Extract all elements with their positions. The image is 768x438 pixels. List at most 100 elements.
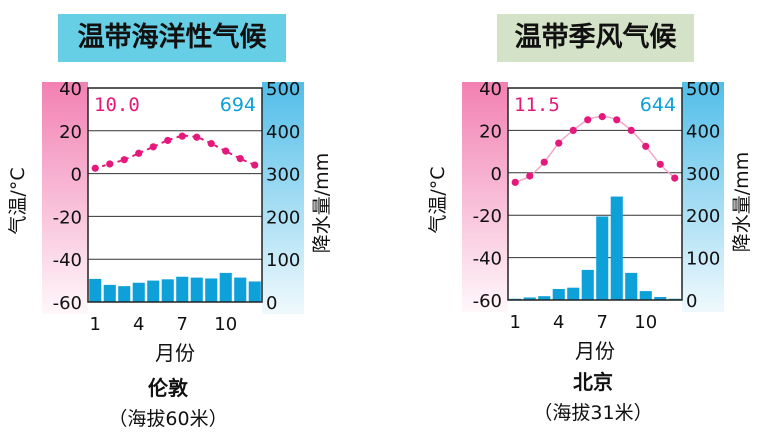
chart-1-precip-bar — [219, 272, 232, 302]
chart-2-temp-point — [526, 172, 534, 180]
chart-1-plot-frame — [87, 87, 263, 303]
chart-2-precip-bar — [523, 297, 536, 300]
chart-1-precip-bar — [190, 277, 203, 302]
chart-2-precip-bar — [538, 296, 551, 300]
chart-2-plot-frame — [507, 87, 683, 301]
chart-2-temp-point — [555, 139, 563, 147]
chart-2-temp-tick-label: -20 — [473, 206, 502, 227]
chart-1-x-tick-label: 4 — [133, 314, 144, 335]
chart-1-temp-tick-label: -60 — [53, 293, 82, 314]
chart-2-precip-bar — [596, 216, 609, 300]
chart-2-temp-point — [642, 142, 650, 150]
chart-2-temp-point — [656, 160, 664, 168]
chart-1-temp-point — [222, 147, 230, 155]
chart-2-temp-point — [584, 116, 592, 124]
chart-2-temp-point — [598, 113, 606, 121]
chart-1-x-tick-label: 1 — [90, 314, 101, 335]
chart-2-precip-tick-label: 0 — [686, 291, 697, 312]
chart-2-x-tick-label: 10 — [634, 312, 657, 333]
chart-2-temp-point — [613, 116, 621, 124]
chart-2-temp-point — [540, 158, 548, 166]
chart-1-temp-point — [135, 149, 143, 157]
chart-1-y-left-label: 气温/°C — [7, 167, 29, 234]
chart-1-temp-point — [164, 136, 172, 145]
chart-2-precip-bar — [552, 288, 565, 300]
chart-2-temp-tick-label: 40 — [479, 79, 502, 100]
chart-1-temp-tick-label: 20 — [59, 122, 82, 143]
chart-2-annual-precip: 644 — [640, 94, 676, 116]
chart-1-precip-tick-label: 100 — [266, 250, 300, 271]
chart-2-precip-bar — [581, 269, 594, 300]
chart-1-temp-point — [106, 160, 114, 168]
chart-1-temp-point — [149, 143, 157, 151]
chart-1-temp-tick-label: -40 — [53, 250, 82, 271]
chart-1-precip-tick-label: 200 — [266, 207, 300, 228]
chart-1-precip-tick-label: 0 — [266, 293, 277, 314]
chart-1-precip-tick-label: 500 — [266, 79, 300, 100]
chart-1-y-right-label: 降水量/mm — [311, 153, 333, 253]
chart-2-y-right-label: 降水量/mm — [731, 152, 753, 252]
chart-2-temp-axis-band — [462, 82, 508, 312]
chart-1-precip-bar — [103, 284, 116, 302]
chart-2-title: 温带季风气候 — [497, 14, 694, 62]
chart-1-temp-tick-label: 40 — [59, 79, 82, 100]
chart-2-temp-tick-label: 20 — [479, 121, 502, 142]
chart-1-x-tick-label: 10 — [214, 314, 237, 335]
chart-1-elevation: （海拔60米） — [108, 408, 228, 430]
chart-2-precip-bar — [567, 287, 580, 300]
chart-1-temp-point — [251, 161, 259, 169]
chart-2-x-tick-label: 4 — [553, 312, 564, 333]
chart-1-temp-axis-band — [42, 82, 88, 314]
chart-2-city: 北京 — [573, 370, 613, 394]
chart-2-temp-point — [627, 126, 635, 134]
chart-1-city: 伦敦 — [148, 376, 188, 400]
chart-1-temp-point — [91, 164, 99, 172]
chart-2-x-tick-label: 7 — [597, 312, 608, 333]
chart-2-temp-point — [511, 178, 519, 186]
chart-1-precip-bar — [89, 278, 102, 302]
chart-1-temp-point — [193, 133, 201, 141]
chart-2-precip-bar — [654, 297, 667, 300]
chart-2-elevation: （海拔31米） — [533, 402, 653, 424]
chart-1-precip-bar — [205, 278, 218, 302]
chart-2-precip-bar — [625, 272, 638, 300]
chart-2-temp-tick-label: -60 — [473, 291, 502, 312]
chart-1-precip-bar — [161, 279, 174, 302]
chart-2-precip-axis-band — [682, 82, 724, 312]
chart-1-precip-axis-band — [262, 82, 304, 314]
chart-1-precip-tick-label: 400 — [266, 122, 300, 143]
chart-2-precip-tick-label: 300 — [686, 164, 720, 185]
chart-2-annual-temp: 11.5 — [514, 94, 560, 116]
chart-2-precip-tick-label: 500 — [686, 79, 720, 100]
chart-2-precip-bar — [610, 196, 623, 300]
chart-1-x-tick-label: 7 — [177, 314, 188, 335]
chart-2-plot-area — [508, 88, 682, 300]
chart-1-temp-point — [236, 155, 244, 163]
chart-1-precip-bar — [176, 276, 189, 302]
chart-1-temp-point — [207, 140, 215, 148]
chart-1-annual-precip: 694 — [220, 94, 256, 116]
chart-1-temp-point — [178, 132, 186, 140]
chart-1-temp-point — [120, 156, 128, 164]
chart-1-precip-bar — [234, 277, 247, 302]
chart-2-x-axis-label: 月份 — [575, 339, 615, 363]
chart-2-x-tick-label: 1 — [510, 312, 521, 333]
chart-1-precip-tick-label: 300 — [266, 165, 300, 186]
chart-2-temp-tick-label: -40 — [473, 249, 502, 270]
chart-2-temp-tick-label: 0 — [491, 164, 502, 185]
chart-1-precip-bar — [248, 281, 261, 302]
chart-1-plot-area — [88, 88, 262, 302]
chart-2-precip-tick-label: 100 — [686, 249, 720, 270]
chart-2-temp-point — [671, 174, 679, 182]
chart-2-precip-tick-label: 400 — [686, 121, 720, 142]
chart-2-precip-bar — [639, 291, 652, 300]
chart-2-temp-point — [569, 126, 577, 134]
chart-2-y-left-label: 气温/°C — [427, 166, 449, 233]
chart-1-annual-temp: 10.0 — [94, 94, 140, 116]
chart-2-precip-tick-label: 200 — [686, 206, 720, 227]
chart-1-x-axis-label: 月份 — [155, 341, 195, 365]
chart-1-precip-bar — [147, 280, 160, 302]
